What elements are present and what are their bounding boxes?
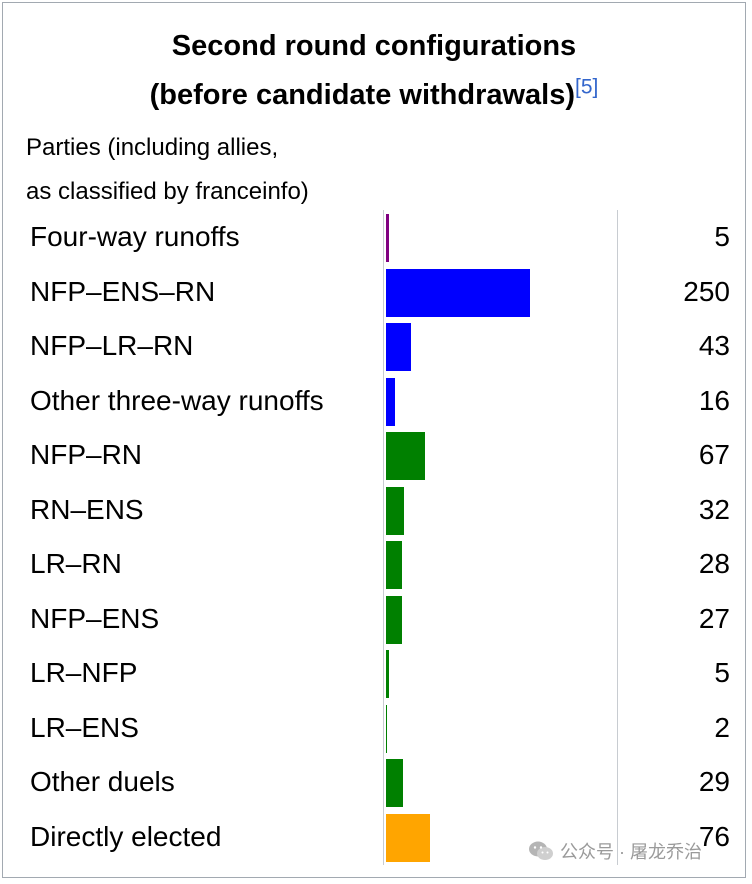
category-label: NFP–ENS	[30, 602, 160, 634]
chart-subtitle: Parties (including allies, as classified…	[26, 126, 309, 214]
bar	[386, 323, 411, 371]
value-label: 67	[698, 439, 730, 470]
bar	[386, 377, 396, 426]
value-label: 250	[683, 275, 730, 307]
category-label: NFP–LR–RN	[30, 330, 194, 361]
category-label: Four-way runoffs	[30, 221, 240, 252]
subtitle-line-1: Parties (including allies,	[26, 134, 279, 161]
value-label: 5	[714, 657, 730, 688]
category-label: LR–ENS	[30, 711, 139, 743]
value-label: 29	[698, 766, 730, 797]
value-label: 76	[698, 820, 730, 852]
bar	[386, 432, 425, 480]
category-label: Other three-way runoffs	[30, 384, 324, 416]
value-label: 5	[714, 221, 730, 252]
bar	[386, 595, 402, 644]
category-label: LR–NFP	[30, 657, 138, 688]
reference-link[interactable]: [5]	[575, 75, 599, 99]
category-label: NFP–ENS–RN	[30, 275, 216, 307]
value-label: 32	[698, 493, 730, 525]
bar	[386, 650, 389, 698]
value-label: 43	[698, 330, 730, 361]
bar	[386, 214, 389, 262]
bar	[386, 541, 403, 589]
value-label: 16	[698, 384, 730, 416]
category-label: Directly elected	[30, 820, 222, 852]
category-label: LR–RN	[30, 548, 122, 579]
title-line-2: (before candidate withdrawals)	[149, 79, 576, 111]
bar	[386, 486, 405, 535]
category-label: Other duels	[30, 766, 175, 797]
bar	[386, 268, 530, 317]
chart-title: Second round configurations (before cand…	[0, 22, 748, 120]
watermark: 公众号 · 屠龙乔治	[528, 838, 702, 864]
bar	[386, 813, 430, 862]
watermark-text: 公众号 · 屠龙乔治	[560, 842, 702, 862]
bar	[386, 704, 388, 753]
category-label: NFP–RN	[30, 439, 143, 470]
category-label: RN–ENS	[30, 493, 144, 525]
subtitle-line-2: as classified by franceinfo)	[26, 178, 309, 205]
bar	[386, 759, 403, 807]
value-separator-line	[617, 210, 618, 865]
bar-axis-line	[383, 210, 384, 865]
title-line-1: Second round configurations	[171, 30, 577, 62]
wechat-icon	[529, 841, 553, 860]
value-label: 2	[714, 711, 730, 743]
value-label: 27	[698, 602, 730, 634]
value-label: 28	[698, 548, 730, 579]
